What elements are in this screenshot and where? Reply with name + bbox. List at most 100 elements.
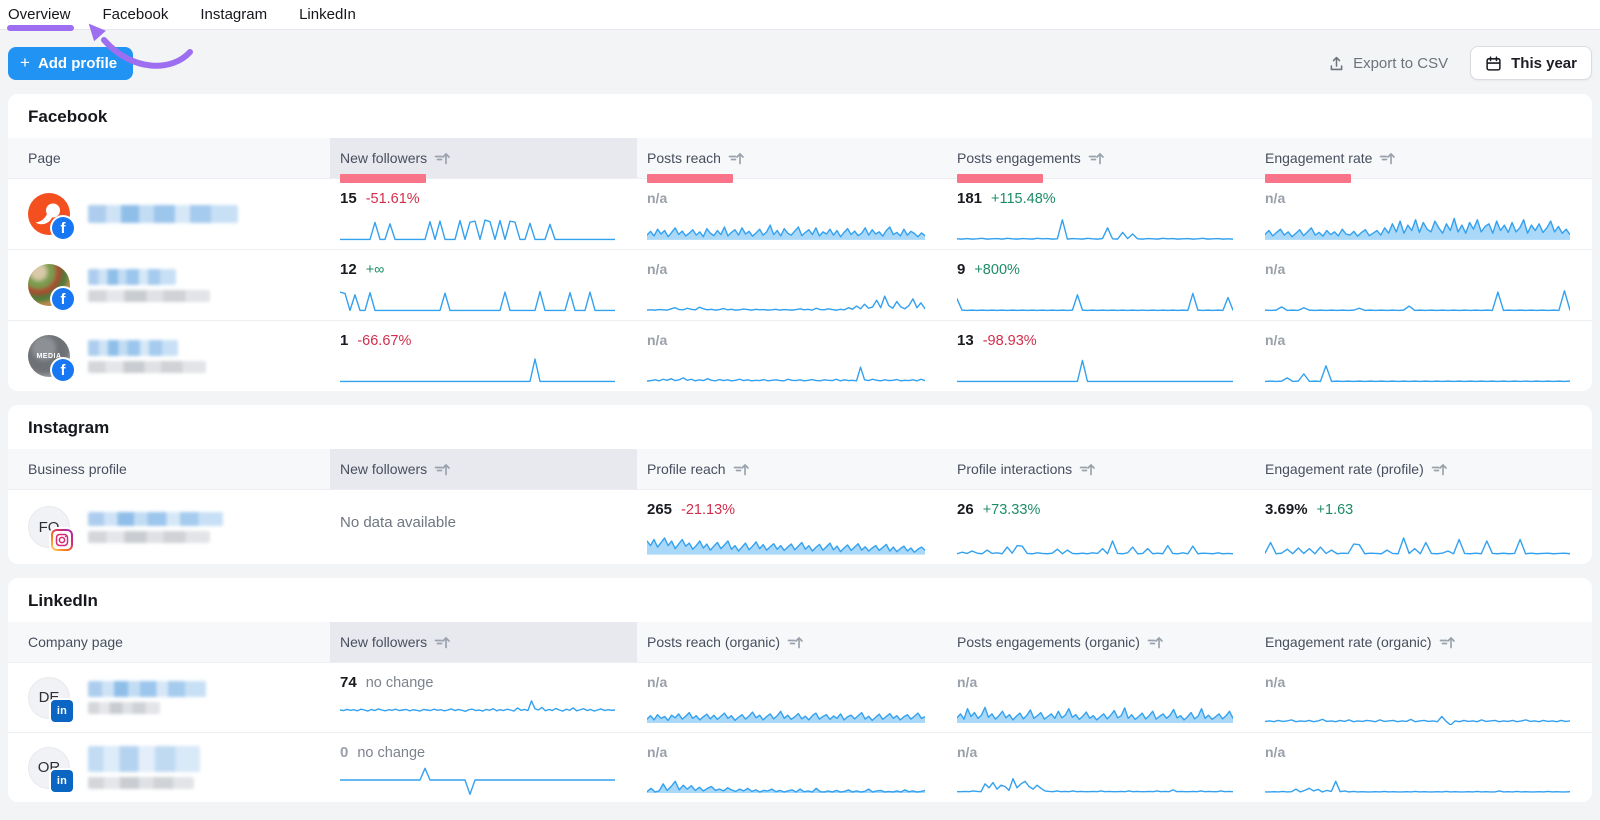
table-row: f 15 -51.61% n/a 181 +115.48% n/a [8,174,1592,249]
sparkline-chart [340,353,615,384]
metric-highlight-bar [957,174,1043,183]
metric-value: 15 [340,190,357,207]
avatar: f [28,264,74,310]
metric-value: n/a [1265,261,1286,277]
metric-delta: +∞ [365,262,385,278]
metric-delta: -66.67% [357,333,412,349]
profile-name-redacted[interactable] [88,205,238,223]
metric-value: n/a [1265,332,1286,348]
sparkline-chart [957,695,1233,725]
metric-value: 0 [340,744,349,761]
facebook-badge-icon: f [52,217,74,239]
sparkline-chart [957,211,1233,242]
sparkline-chart [647,353,925,384]
sort-icon [733,463,749,475]
upload-icon [1330,56,1343,70]
no-data-text: No data available [340,514,456,531]
tab-overview[interactable]: Overview [8,6,71,23]
sort-icon [1439,636,1455,648]
sparkline-chart [957,282,1233,313]
metric-delta: -51.61% [365,191,420,207]
metric-value: n/a [647,744,668,760]
column-header-posts-engagements-organic[interactable]: Posts engagements (organic) [947,622,1255,662]
table-row: OR in 0 no change n/a n/a n/a [8,732,1592,802]
column-header-profile-interactions[interactable]: Profile interactions [947,449,1255,489]
column-header-engagement-rate-organic[interactable]: Engagement rate (organic) [1255,622,1592,662]
tab-linkedin[interactable]: LinkedIn [299,6,356,23]
avatar: FO [28,506,73,551]
export-to-csv-button[interactable]: Export to CSV [1328,55,1448,72]
column-header-new-followers[interactable]: New followers [330,449,637,489]
metric-value: n/a [647,261,668,277]
column-header-engagement-rate[interactable]: Engagement rate [1255,138,1592,178]
facebook-badge-icon: f [52,359,74,381]
metric-value: 1 [340,332,349,349]
sort-icon [1079,463,1096,475]
metric-value: n/a [647,332,668,348]
linkedin-section-card: LinkedIn Company page New followers Post… [8,578,1592,802]
metric-value: n/a [1265,744,1286,760]
date-range-label: This year [1511,54,1577,72]
column-header-engagement-rate-profile[interactable]: Engagement rate (profile) [1255,449,1592,489]
metric-value: 181 [957,190,983,207]
column-header-page: Page [8,138,330,178]
section-title-facebook: Facebook [28,107,108,126]
sparkline-chart [340,282,615,313]
column-header-posts-reach[interactable]: Posts reach [637,138,947,178]
column-header-new-followers[interactable]: New followers [330,622,637,662]
column-header-business-profile: Business profile [8,449,330,489]
column-header-company-page: Company page [8,622,330,662]
section-title-instagram: Instagram [28,418,110,437]
column-header-profile-reach[interactable]: Profile reach [637,449,947,489]
column-header-posts-reach-organic[interactable]: Posts reach (organic) [637,622,947,662]
profile-name-redacted[interactable] [88,339,206,373]
sparkline-chart [647,695,925,725]
sort-icon [434,152,450,164]
sparkline-chart [340,695,615,725]
table-row: MEDIA f 1 -66.67% n/a 13 -98.93% n/a [8,320,1592,391]
add-profile-button[interactable]: + Add profile [8,46,134,80]
sort-icon [1380,152,1396,164]
sort-icon [434,463,450,475]
metric-value: 26 [957,501,974,518]
metric-value: n/a [1265,190,1286,206]
avatar: OR in [28,746,73,792]
metric-value: n/a [647,190,668,206]
sparkline-chart [1265,765,1570,795]
tab-facebook[interactable]: Facebook [102,6,169,23]
sparkline-chart [1265,282,1570,313]
profile-name-redacted[interactable] [88,681,206,714]
avatar: DE in [28,676,73,722]
sparkline-chart [340,765,615,795]
profile-name-redacted[interactable] [88,511,223,543]
avatar: MEDIA f [28,335,74,381]
table-row: FO No data available 265 -21.13% 26 +73.33… [8,489,1592,564]
sparkline-chart [647,765,925,795]
profile-name-redacted[interactable] [88,268,210,302]
column-header-posts-engagements[interactable]: Posts engagements [947,138,1255,178]
purple-underline-annotation [7,25,74,31]
sparkline-chart [1265,353,1570,384]
date-range-button[interactable]: This year [1470,46,1592,80]
instagram-section-card: Instagram Business profile New followers… [8,405,1592,564]
column-header-new-followers[interactable]: New followers [330,138,637,178]
metric-delta: +73.33% [982,502,1041,518]
sparkline-chart [340,211,615,242]
metric-highlight-bar [647,174,733,183]
sparkline-chart [957,765,1233,795]
sparkline-chart [957,353,1233,384]
sparkline-chart [957,522,1233,557]
metric-value: 13 [957,332,974,349]
facebook-badge-icon: f [52,288,74,310]
metric-delta: -21.13% [681,502,736,518]
metric-value: 12 [340,261,357,278]
tab-instagram[interactable]: Instagram [200,6,268,23]
table-row: DE in 74 no change n/a n/a n/a [8,662,1592,732]
metric-delta: no change [365,675,434,691]
sort-icon [1088,152,1104,164]
instagram-badge-icon [51,529,73,551]
metric-value: 9 [957,261,966,278]
metric-value: 3.69% [1265,501,1308,518]
profile-name-redacted[interactable] [88,746,200,789]
metric-highlight-bar [1265,174,1351,183]
